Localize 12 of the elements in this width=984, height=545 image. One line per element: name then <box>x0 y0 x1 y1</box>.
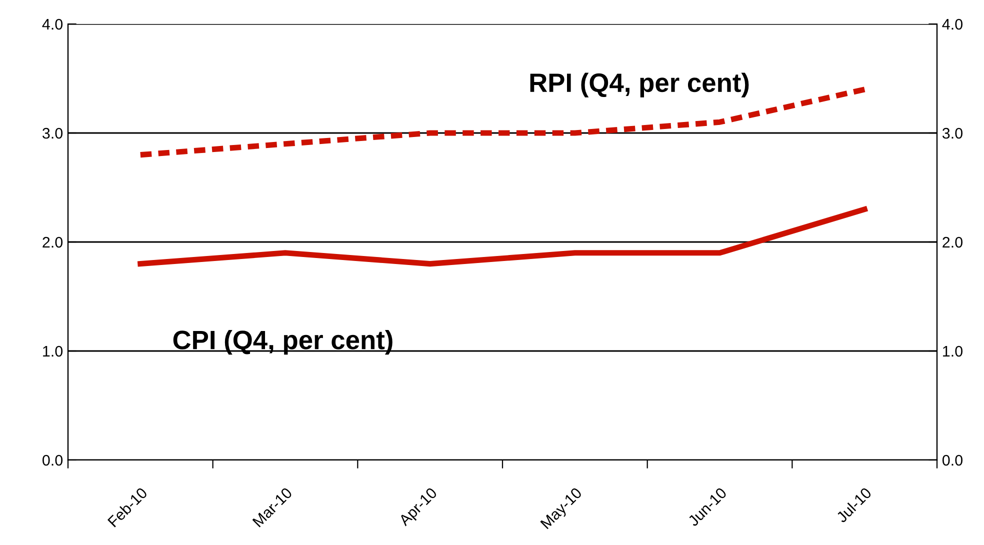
y2-tick-label: 0.0 <box>942 454 962 466</box>
y-tick-label: 4.0 <box>42 18 63 30</box>
y2-tick-label: 1.0 <box>943 346 962 357</box>
text: CPI (Q4, per cent) <box>173 330 392 355</box>
y-tick-label: 2.0 <box>42 236 63 248</box>
y2-tick-label: 4.0 <box>942 18 962 30</box>
y-tick-label: 3.0 <box>42 128 63 139</box>
y-tick-label: 1.0 <box>43 346 63 357</box>
y-tick-label: 0.0 <box>42 454 63 466</box>
y2-tick-label: 2.0 <box>942 236 962 248</box>
y2-tick-label: 3.0 <box>942 128 962 139</box>
series-label: RPI (Q4, per cent) <box>530 72 749 98</box>
